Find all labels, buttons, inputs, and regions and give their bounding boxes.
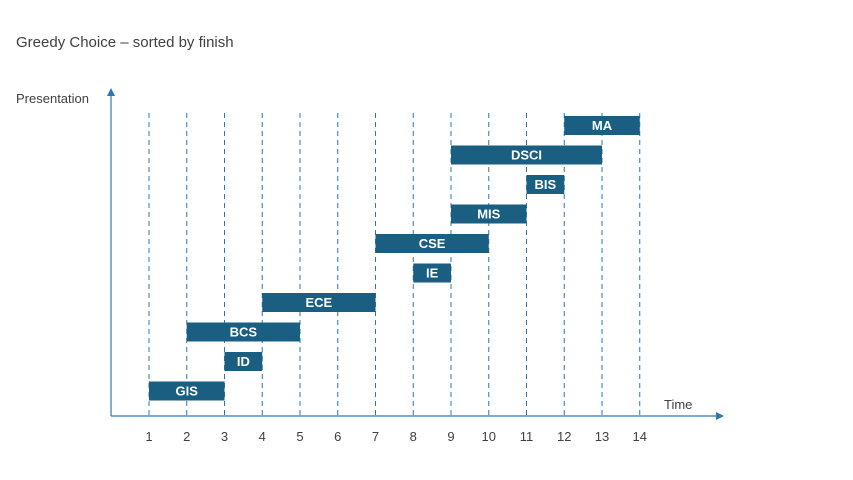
task-bars: GIS ID BCS ECE IE CSE MIS BIS DSCI MA [149,116,640,401]
task-bar-ie: IE [413,263,451,283]
slide-title: Greedy Choice – sorted by finish [16,34,234,51]
task-bar-label: GIS [176,384,199,399]
task-bar-label: BCS [230,325,258,340]
x-tick-label: 14 [633,429,647,444]
task-bar-label: DSCI [511,148,542,163]
task-bar-rect [262,293,376,312]
x-axis-label: Time [664,397,693,412]
task-bar-ma: MA [564,116,640,135]
task-bar-label: IE [426,266,439,281]
x-tick-label: 9 [447,429,454,444]
task-bar-label: ECE [306,295,333,310]
x-tick-label: 1 [145,429,152,444]
x-tick-label: 11 [520,429,534,444]
task-bar-label: MA [592,118,613,133]
task-bar-rect [526,175,565,194]
x-tick-label: 8 [410,429,417,444]
task-bar-label: ID [237,354,250,369]
x-tick-label: 10 [482,429,496,444]
task-bar-rect [564,116,640,135]
x-tick-label: 13 [595,429,609,444]
x-tick-label: 7 [372,429,379,444]
task-bar-gis: GIS [149,381,225,401]
task-bar-rect [451,145,602,165]
x-tick-label: 5 [296,429,303,444]
task-bar-mis: MIS [451,204,527,224]
task-bar-id: ID [224,352,263,371]
task-bar-rect [375,234,489,253]
task-bar-label: BIS [535,177,557,192]
y-axis-label: Presentation [16,91,89,106]
x-tick-label: 6 [334,429,341,444]
task-bar-rect [224,352,263,371]
task-bar-label: CSE [419,236,446,251]
task-bar-dsci: DSCI [451,145,602,165]
task-bar-bis: BIS [526,175,565,194]
task-bar-rect [413,263,451,283]
task-bar-bcs: BCS [186,322,300,342]
task-bar-rect [451,204,527,224]
task-bar-label: MIS [477,207,500,222]
task-bar-rect [186,322,300,342]
x-tick-label: 2 [183,429,190,444]
task-bar-cse: CSE [375,234,489,253]
x-tick-label: 3 [221,429,228,444]
x-tick-label: 4 [259,429,266,444]
task-bar-ece: ECE [262,293,376,312]
x-tick-label: 12 [557,429,571,444]
x-tick-labels: 1 2 3 4 5 6 7 8 9 10 11 12 13 14 [145,429,647,444]
task-bar-rect [149,381,225,401]
